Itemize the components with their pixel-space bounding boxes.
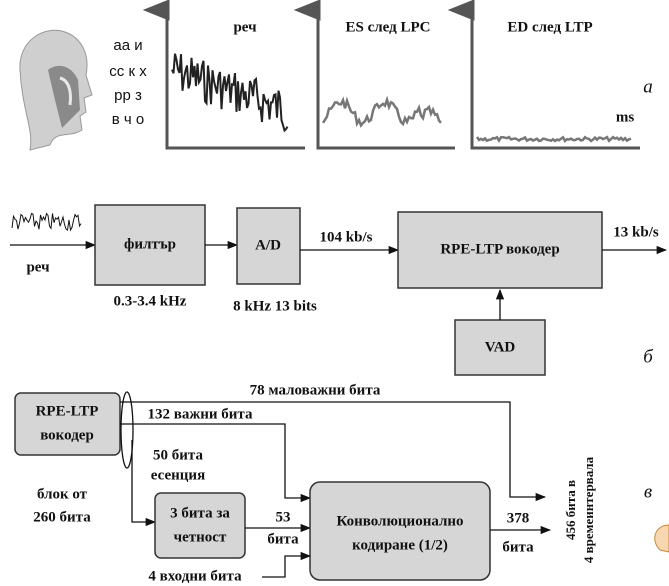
output-label: 456 бита в: [563, 480, 578, 540]
parity-label: четност: [174, 529, 227, 545]
parity-label: 3 бита за: [170, 505, 230, 521]
rate-label: 13 kb/s: [613, 224, 659, 240]
output-label: 4 времеинтервала: [581, 456, 596, 563]
vocoder-label: RPE-LTP вокодер: [440, 241, 559, 257]
diagram: аа и сс к х рр з в ч о реч ES след LPC E…: [0, 0, 669, 586]
filter-band: 0.3-3.4 kHz: [114, 293, 187, 309]
rate-label: 104 kb/s: [320, 229, 373, 245]
coder-label: Конволюционално: [336, 513, 463, 529]
head-icon: [20, 30, 92, 150]
waveform: [477, 137, 631, 141]
parity-out: 53: [276, 509, 291, 525]
input-label: реч: [26, 259, 50, 275]
panel-title: ES след LPC: [346, 19, 431, 35]
filter-label: филтър: [124, 236, 176, 252]
phoneme: аа и: [113, 37, 142, 54]
phoneme: сс к х: [109, 63, 147, 80]
adc-label: A/D: [255, 237, 281, 253]
bit-bundle: [121, 392, 133, 468]
vocoder-label: RPE-LTP: [36, 403, 99, 419]
minor-bits: 78 маловажни бита: [250, 382, 381, 398]
parity-out: бита: [267, 531, 299, 547]
coder-label: кодиране (1/2): [352, 537, 448, 553]
decoration: [655, 525, 669, 552]
coder-box: [310, 482, 490, 580]
arrow: [120, 424, 310, 498]
waveform: [172, 54, 288, 131]
waveform: [12, 214, 81, 231]
coder-out: 378: [507, 510, 530, 526]
vad-label: VAD: [485, 339, 516, 355]
axis-unit: ms: [616, 109, 634, 125]
panel-title: ED след LTP: [507, 19, 592, 35]
block-label: блок от: [37, 486, 88, 502]
waveform: [323, 100, 441, 126]
phoneme: в ч о: [112, 111, 144, 128]
essence-bits: есенция: [151, 467, 205, 483]
vocoder-label: вокодер: [40, 427, 94, 443]
major-bits: 132 важни бита: [148, 406, 253, 422]
arrow: [262, 556, 310, 577]
vocoder-box: [15, 393, 120, 455]
panel-title: реч: [233, 19, 257, 35]
essence-bits: 50 бита: [153, 447, 203, 463]
part-label: а: [643, 76, 653, 97]
coder-out: бита: [502, 539, 534, 555]
adc-spec: 8 kHz 13 bits: [233, 298, 317, 314]
tail-bits: 4 входни бита: [148, 568, 242, 584]
part-label: б: [643, 346, 654, 367]
part-label: в: [644, 481, 652, 502]
parity-box: [155, 493, 245, 558]
phoneme: рр з: [114, 87, 142, 104]
block-label: 260 бита: [33, 509, 91, 525]
